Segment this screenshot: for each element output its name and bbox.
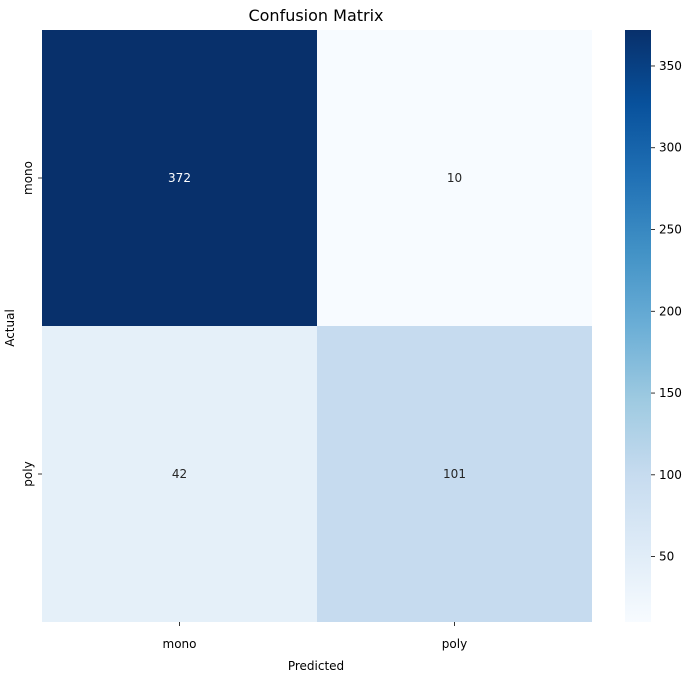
y-tick-label-mono: mono (21, 161, 35, 195)
chart-title: Confusion Matrix (248, 6, 383, 25)
cell-value-poly-poly: 101 (443, 467, 466, 481)
colorbar-tick-label-150: 150 (659, 386, 682, 400)
x-tick-label-mono: mono (163, 637, 197, 651)
colorbar-tick-label-50: 50 (659, 550, 674, 564)
colorbar: 50 100 150 200 250 300 350 (625, 30, 682, 622)
colorbar-tick-label-200: 200 (659, 304, 682, 318)
y-tick-label-poly: poly (21, 461, 35, 486)
colorbar-tick-label-350: 350 (659, 59, 682, 73)
colorbar-gradient (625, 30, 651, 622)
x-axis-label: Predicted (288, 659, 344, 673)
cell-value-mono-mono: 372 (168, 171, 191, 185)
colorbar-tick-label-300: 300 (659, 141, 682, 155)
cell-value-mono-poly: 10 (447, 171, 462, 185)
cell-value-poly-mono: 42 (172, 467, 187, 481)
heatmap-cell-poly-mono (42, 326, 317, 622)
y-axis-ticks: mono poly (21, 161, 42, 487)
heatmap-cell-mono-mono (42, 30, 317, 326)
heatmap-cells (42, 30, 592, 622)
x-tick-label-poly: poly (442, 637, 467, 651)
heatmap-annotations: 372 10 42 101 (168, 171, 466, 481)
heatmap-cell-mono-poly (317, 30, 592, 326)
y-axis-label: Actual (3, 309, 17, 347)
colorbar-tick-label-100: 100 (659, 468, 682, 482)
heatmap-cell-poly-poly (317, 326, 592, 622)
colorbar-tick-label-250: 250 (659, 223, 682, 237)
x-axis-ticks: mono poly (163, 622, 467, 651)
